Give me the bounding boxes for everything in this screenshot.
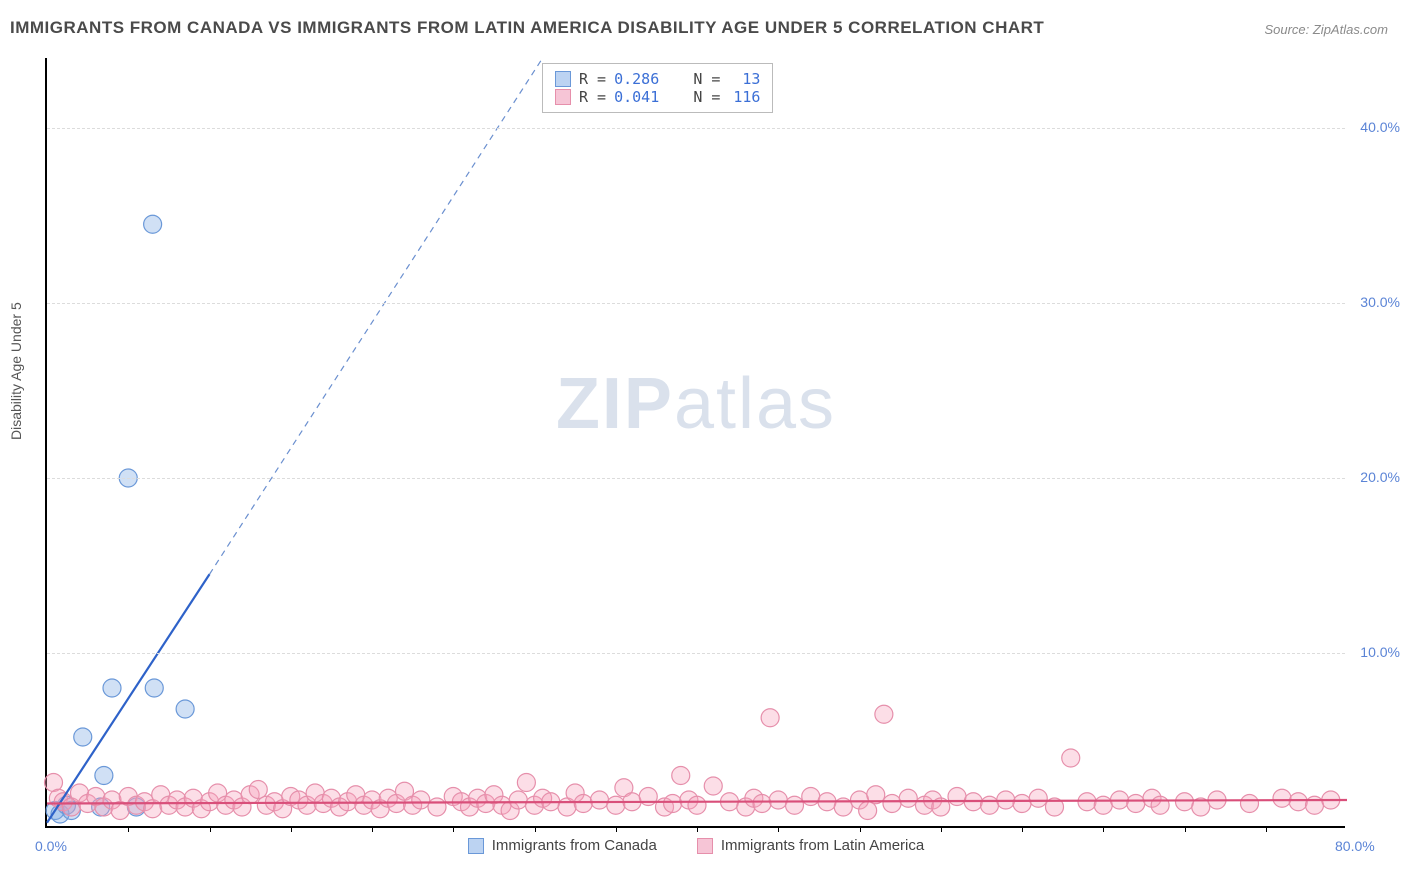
swatch-latin <box>555 89 571 105</box>
x-tick <box>1103 826 1104 832</box>
data-point-canada <box>145 679 163 697</box>
x-tick <box>1185 826 1186 832</box>
source-prefix: Source: <box>1264 22 1312 37</box>
data-point-latin <box>1013 795 1031 813</box>
x-tick <box>1022 826 1023 832</box>
source-link[interactable]: ZipAtlas.com <box>1313 22 1388 37</box>
data-point-latin <box>883 795 901 813</box>
data-point-latin <box>574 795 592 813</box>
stat-r-value: 0.041 <box>614 88 659 106</box>
data-point-latin <box>1094 796 1112 814</box>
x-tick <box>210 826 211 832</box>
data-point-latin <box>1241 795 1259 813</box>
data-point-latin <box>786 796 804 814</box>
data-point-latin <box>1273 789 1291 807</box>
legend-label: Immigrants from Latin America <box>721 837 924 854</box>
data-point-latin <box>688 796 706 814</box>
data-point-latin <box>591 791 609 809</box>
x-tick <box>535 826 536 832</box>
data-point-latin <box>802 788 820 806</box>
x-tick <box>1266 826 1267 832</box>
data-point-latin <box>1176 793 1194 811</box>
data-point-latin <box>1289 793 1307 811</box>
stat-n-label: N = <box>693 88 720 106</box>
y-tick-label: 40.0% <box>1360 119 1400 135</box>
x-tick <box>128 826 129 832</box>
data-point-latin <box>875 705 893 723</box>
data-point-latin <box>1306 796 1324 814</box>
data-point-latin <box>412 791 430 809</box>
data-point-latin <box>249 781 267 799</box>
data-point-canada <box>176 700 194 718</box>
data-point-canada <box>144 215 162 233</box>
data-point-latin <box>769 791 787 809</box>
chart-title: IMMIGRANTS FROM CANADA VS IMMIGRANTS FRO… <box>10 18 1044 38</box>
data-point-canada <box>103 679 121 697</box>
stat-r-value: 0.286 <box>614 70 659 88</box>
stat-r-label: R = <box>579 70 606 88</box>
x-tick-label: 0.0% <box>35 838 67 854</box>
x-tick <box>860 826 861 832</box>
x-tick <box>697 826 698 832</box>
source-attribution: Source: ZipAtlas.com <box>1264 22 1388 37</box>
data-point-latin <box>664 795 682 813</box>
y-tick-label: 20.0% <box>1360 469 1400 485</box>
data-point-latin <box>753 795 771 813</box>
data-point-latin <box>509 791 527 809</box>
x-tick <box>941 826 942 832</box>
data-point-latin <box>672 767 690 785</box>
data-point-latin <box>1029 789 1047 807</box>
swatch-canada <box>555 71 571 87</box>
y-tick-label: 10.0% <box>1360 644 1400 660</box>
data-point-latin <box>1151 796 1169 814</box>
legend-label: Immigrants from Canada <box>492 837 657 854</box>
x-tick <box>372 826 373 832</box>
data-point-latin <box>1127 795 1145 813</box>
trend-line <box>210 58 543 574</box>
stat-n-value: 116 <box>728 88 760 106</box>
x-tick <box>616 826 617 832</box>
stat-row-canada: R = 0.286 N = 13 <box>555 70 760 88</box>
data-point-latin <box>859 802 877 820</box>
x-tick-label: 80.0% <box>1335 838 1375 854</box>
data-point-latin <box>1062 749 1080 767</box>
data-point-canada <box>95 767 113 785</box>
gridline-h <box>47 653 1345 654</box>
gridline-h <box>47 128 1345 129</box>
data-point-latin <box>899 789 917 807</box>
data-point-latin <box>428 798 446 816</box>
y-tick-label: 30.0% <box>1360 294 1400 310</box>
y-axis-label: Disability Age Under 5 <box>8 302 24 440</box>
legend-item-canada: Immigrants from Canada <box>468 837 657 854</box>
gridline-h <box>47 478 1345 479</box>
chart-plot-area: ZIPatlas R =0.286 N =13R =0.041 N =116 I… <box>45 58 1345 828</box>
trend-line <box>47 574 210 823</box>
x-tick <box>291 826 292 832</box>
stat-n-value: 13 <box>728 70 760 88</box>
legend-swatch-latin <box>697 838 713 854</box>
x-tick <box>778 826 779 832</box>
legend-swatch-canada <box>468 838 484 854</box>
correlation-stats-box: R = 0.286 N = 13 R = 0.041 N = 116 <box>542 63 773 113</box>
stat-row-latin: R = 0.041 N = 116 <box>555 88 760 106</box>
stat-n-label: N = <box>693 70 720 88</box>
legend-item-latin: Immigrants from Latin America <box>697 837 924 854</box>
chart-legend: Immigrants from Canada Immigrants from La… <box>47 837 1345 854</box>
gridline-h <box>47 303 1345 304</box>
stat-r-label: R = <box>579 88 606 106</box>
data-point-latin <box>517 774 535 792</box>
data-point-latin <box>981 796 999 814</box>
data-point-canada <box>74 728 92 746</box>
data-point-latin <box>704 777 722 795</box>
x-tick <box>453 826 454 832</box>
data-point-latin <box>761 709 779 727</box>
scatter-plot-svg <box>47 58 1345 826</box>
data-point-latin <box>607 796 625 814</box>
data-point-latin <box>948 788 966 806</box>
